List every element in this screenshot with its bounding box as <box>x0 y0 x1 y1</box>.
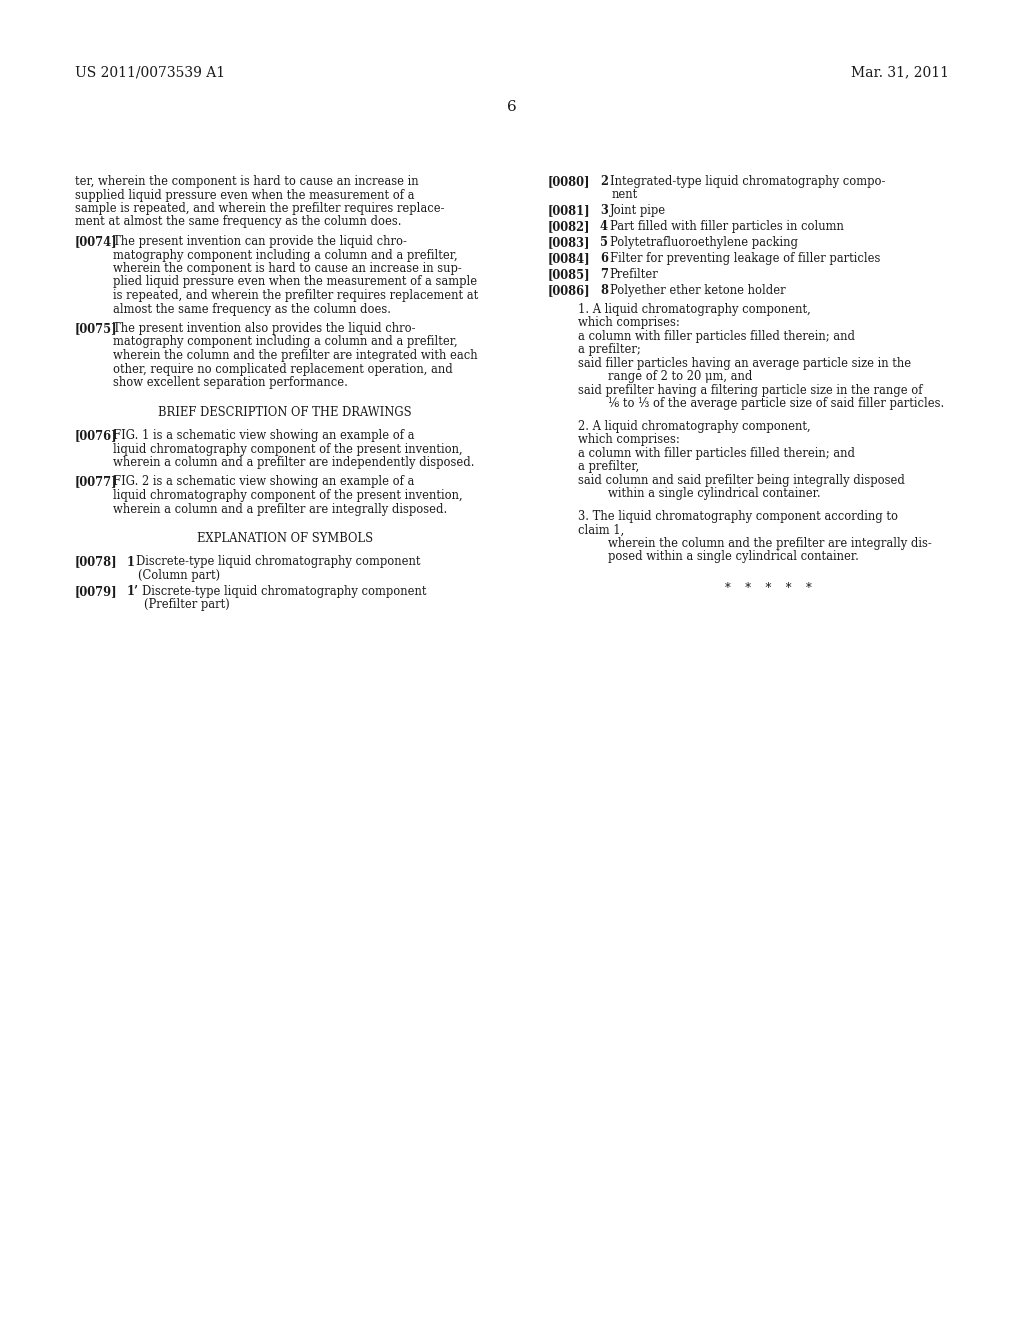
Text: 6: 6 <box>507 100 517 114</box>
Text: almost the same frequency as the column does.: almost the same frequency as the column … <box>113 302 391 315</box>
Text: (Prefilter part): (Prefilter part) <box>144 598 229 611</box>
Text: wherein the component is hard to cause an increase in sup-: wherein the component is hard to cause a… <box>113 261 462 275</box>
Text: Integrated-type liquid chromatography compo-: Integrated-type liquid chromatography co… <box>609 176 885 187</box>
Text: posed within a single cylindrical container.: posed within a single cylindrical contai… <box>608 550 859 564</box>
Text: wherein a column and a prefilter are integrally disposed.: wherein a column and a prefilter are int… <box>113 503 447 516</box>
Text: 1’: 1’ <box>127 585 139 598</box>
Text: which comprises:: which comprises: <box>578 317 680 329</box>
Text: a prefilter;: a prefilter; <box>578 343 641 356</box>
Text: ment at almost the same frequency as the column does.: ment at almost the same frequency as the… <box>75 215 401 228</box>
Text: [0080]: [0080] <box>548 176 591 187</box>
Text: [0074]: [0074] <box>75 235 118 248</box>
Text: wherein a column and a prefilter are independently disposed.: wherein a column and a prefilter are ind… <box>113 455 474 469</box>
Text: Polyether ether ketone holder: Polyether ether ketone holder <box>609 284 785 297</box>
Text: matography component including a column and a prefilter,: matography component including a column … <box>113 335 458 348</box>
Text: Prefilter: Prefilter <box>609 268 658 281</box>
Text: US 2011/0073539 A1: US 2011/0073539 A1 <box>75 65 225 79</box>
Text: sample is repeated, and wherein the prefilter requires replace-: sample is repeated, and wherein the pref… <box>75 202 444 215</box>
Text: 1: 1 <box>127 556 135 569</box>
Text: nent: nent <box>611 189 638 202</box>
Text: wherein the column and the prefilter are integrated with each: wherein the column and the prefilter are… <box>113 348 477 362</box>
Text: Discrete-type liquid chromatography component: Discrete-type liquid chromatography comp… <box>142 585 427 598</box>
Text: ⅙ to ⅓ of the average particle size of said filler particles.: ⅙ to ⅓ of the average particle size of s… <box>608 397 944 411</box>
Text: [0077]: [0077] <box>75 475 118 488</box>
Text: 7: 7 <box>600 268 608 281</box>
Text: which comprises:: which comprises: <box>578 433 680 446</box>
Text: ter, wherein the component is hard to cause an increase in: ter, wherein the component is hard to ca… <box>75 176 419 187</box>
Text: liquid chromatography component of the present invention,: liquid chromatography component of the p… <box>113 442 463 455</box>
Text: [0076]: [0076] <box>75 429 118 442</box>
Text: Mar. 31, 2011: Mar. 31, 2011 <box>851 65 949 79</box>
Text: The present invention can provide the liquid chro-: The present invention can provide the li… <box>113 235 407 248</box>
Text: BRIEF DESCRIPTION OF THE DRAWINGS: BRIEF DESCRIPTION OF THE DRAWINGS <box>158 405 412 418</box>
Text: 5: 5 <box>600 236 608 249</box>
Text: 3. The liquid chromatography component according to: 3. The liquid chromatography component a… <box>578 510 898 523</box>
Text: within a single cylindrical container.: within a single cylindrical container. <box>608 487 820 500</box>
Text: [0084]: [0084] <box>548 252 591 265</box>
Text: EXPLANATION OF SYMBOLS: EXPLANATION OF SYMBOLS <box>197 532 373 545</box>
Text: FIG. 2 is a schematic view showing an example of a: FIG. 2 is a schematic view showing an ex… <box>113 475 415 488</box>
Text: 6: 6 <box>600 252 608 265</box>
Text: [0085]: [0085] <box>548 268 591 281</box>
Text: said column and said prefilter being integrally disposed: said column and said prefilter being int… <box>578 474 905 487</box>
Text: [0086]: [0086] <box>548 284 591 297</box>
Text: liquid chromatography component of the present invention,: liquid chromatography component of the p… <box>113 488 463 502</box>
Text: [0082]: [0082] <box>548 220 591 234</box>
Text: [0078]: [0078] <box>75 556 118 569</box>
Text: supplied liquid pressure even when the measurement of a: supplied liquid pressure even when the m… <box>75 189 415 202</box>
Text: [0081]: [0081] <box>548 205 591 218</box>
Text: matography component including a column and a prefilter,: matography component including a column … <box>113 248 458 261</box>
Text: a column with filler particles filled therein; and: a column with filler particles filled th… <box>578 330 855 343</box>
Text: is repeated, and wherein the prefilter requires replacement at: is repeated, and wherein the prefilter r… <box>113 289 478 302</box>
Text: (Column part): (Column part) <box>138 569 220 582</box>
Text: Polytetrafluoroethylene packing: Polytetrafluoroethylene packing <box>609 236 798 249</box>
Text: [0075]: [0075] <box>75 322 118 335</box>
Text: Joint pipe: Joint pipe <box>609 205 666 218</box>
Text: 3: 3 <box>600 205 608 218</box>
Text: said filler particles having an average particle size in the: said filler particles having an average … <box>578 356 911 370</box>
Text: Discrete-type liquid chromatography component: Discrete-type liquid chromatography comp… <box>136 556 421 569</box>
Text: 1. A liquid chromatography component,: 1. A liquid chromatography component, <box>578 302 811 315</box>
Text: 2: 2 <box>600 176 608 187</box>
Text: 4: 4 <box>600 220 608 234</box>
Text: Filter for preventing leakage of filler particles: Filter for preventing leakage of filler … <box>609 252 880 265</box>
Text: a prefilter,: a prefilter, <box>578 461 639 474</box>
Text: 2. A liquid chromatography component,: 2. A liquid chromatography component, <box>578 420 811 433</box>
Text: [0079]: [0079] <box>75 585 118 598</box>
Text: *    *    *    *    *: * * * * * <box>725 582 811 595</box>
Text: 8: 8 <box>600 284 608 297</box>
Text: The present invention also provides the liquid chro-: The present invention also provides the … <box>113 322 416 335</box>
Text: claim 1,: claim 1, <box>578 523 625 536</box>
Text: a column with filler particles filled therein; and: a column with filler particles filled th… <box>578 446 855 459</box>
Text: plied liquid pressure even when the measurement of a sample: plied liquid pressure even when the meas… <box>113 276 477 289</box>
Text: said prefilter having a filtering particle size in the range of: said prefilter having a filtering partic… <box>578 384 923 397</box>
Text: other, require no complicated replacement operation, and: other, require no complicated replacemen… <box>113 363 453 375</box>
Text: range of 2 to 20 μm, and: range of 2 to 20 μm, and <box>608 371 753 383</box>
Text: show excellent separation performance.: show excellent separation performance. <box>113 376 348 389</box>
Text: Part filled with filler particles in column: Part filled with filler particles in col… <box>609 220 844 234</box>
Text: wherein the column and the prefilter are integrally dis-: wherein the column and the prefilter are… <box>608 537 932 550</box>
Text: [0083]: [0083] <box>548 236 591 249</box>
Text: FIG. 1 is a schematic view showing an example of a: FIG. 1 is a schematic view showing an ex… <box>113 429 415 442</box>
